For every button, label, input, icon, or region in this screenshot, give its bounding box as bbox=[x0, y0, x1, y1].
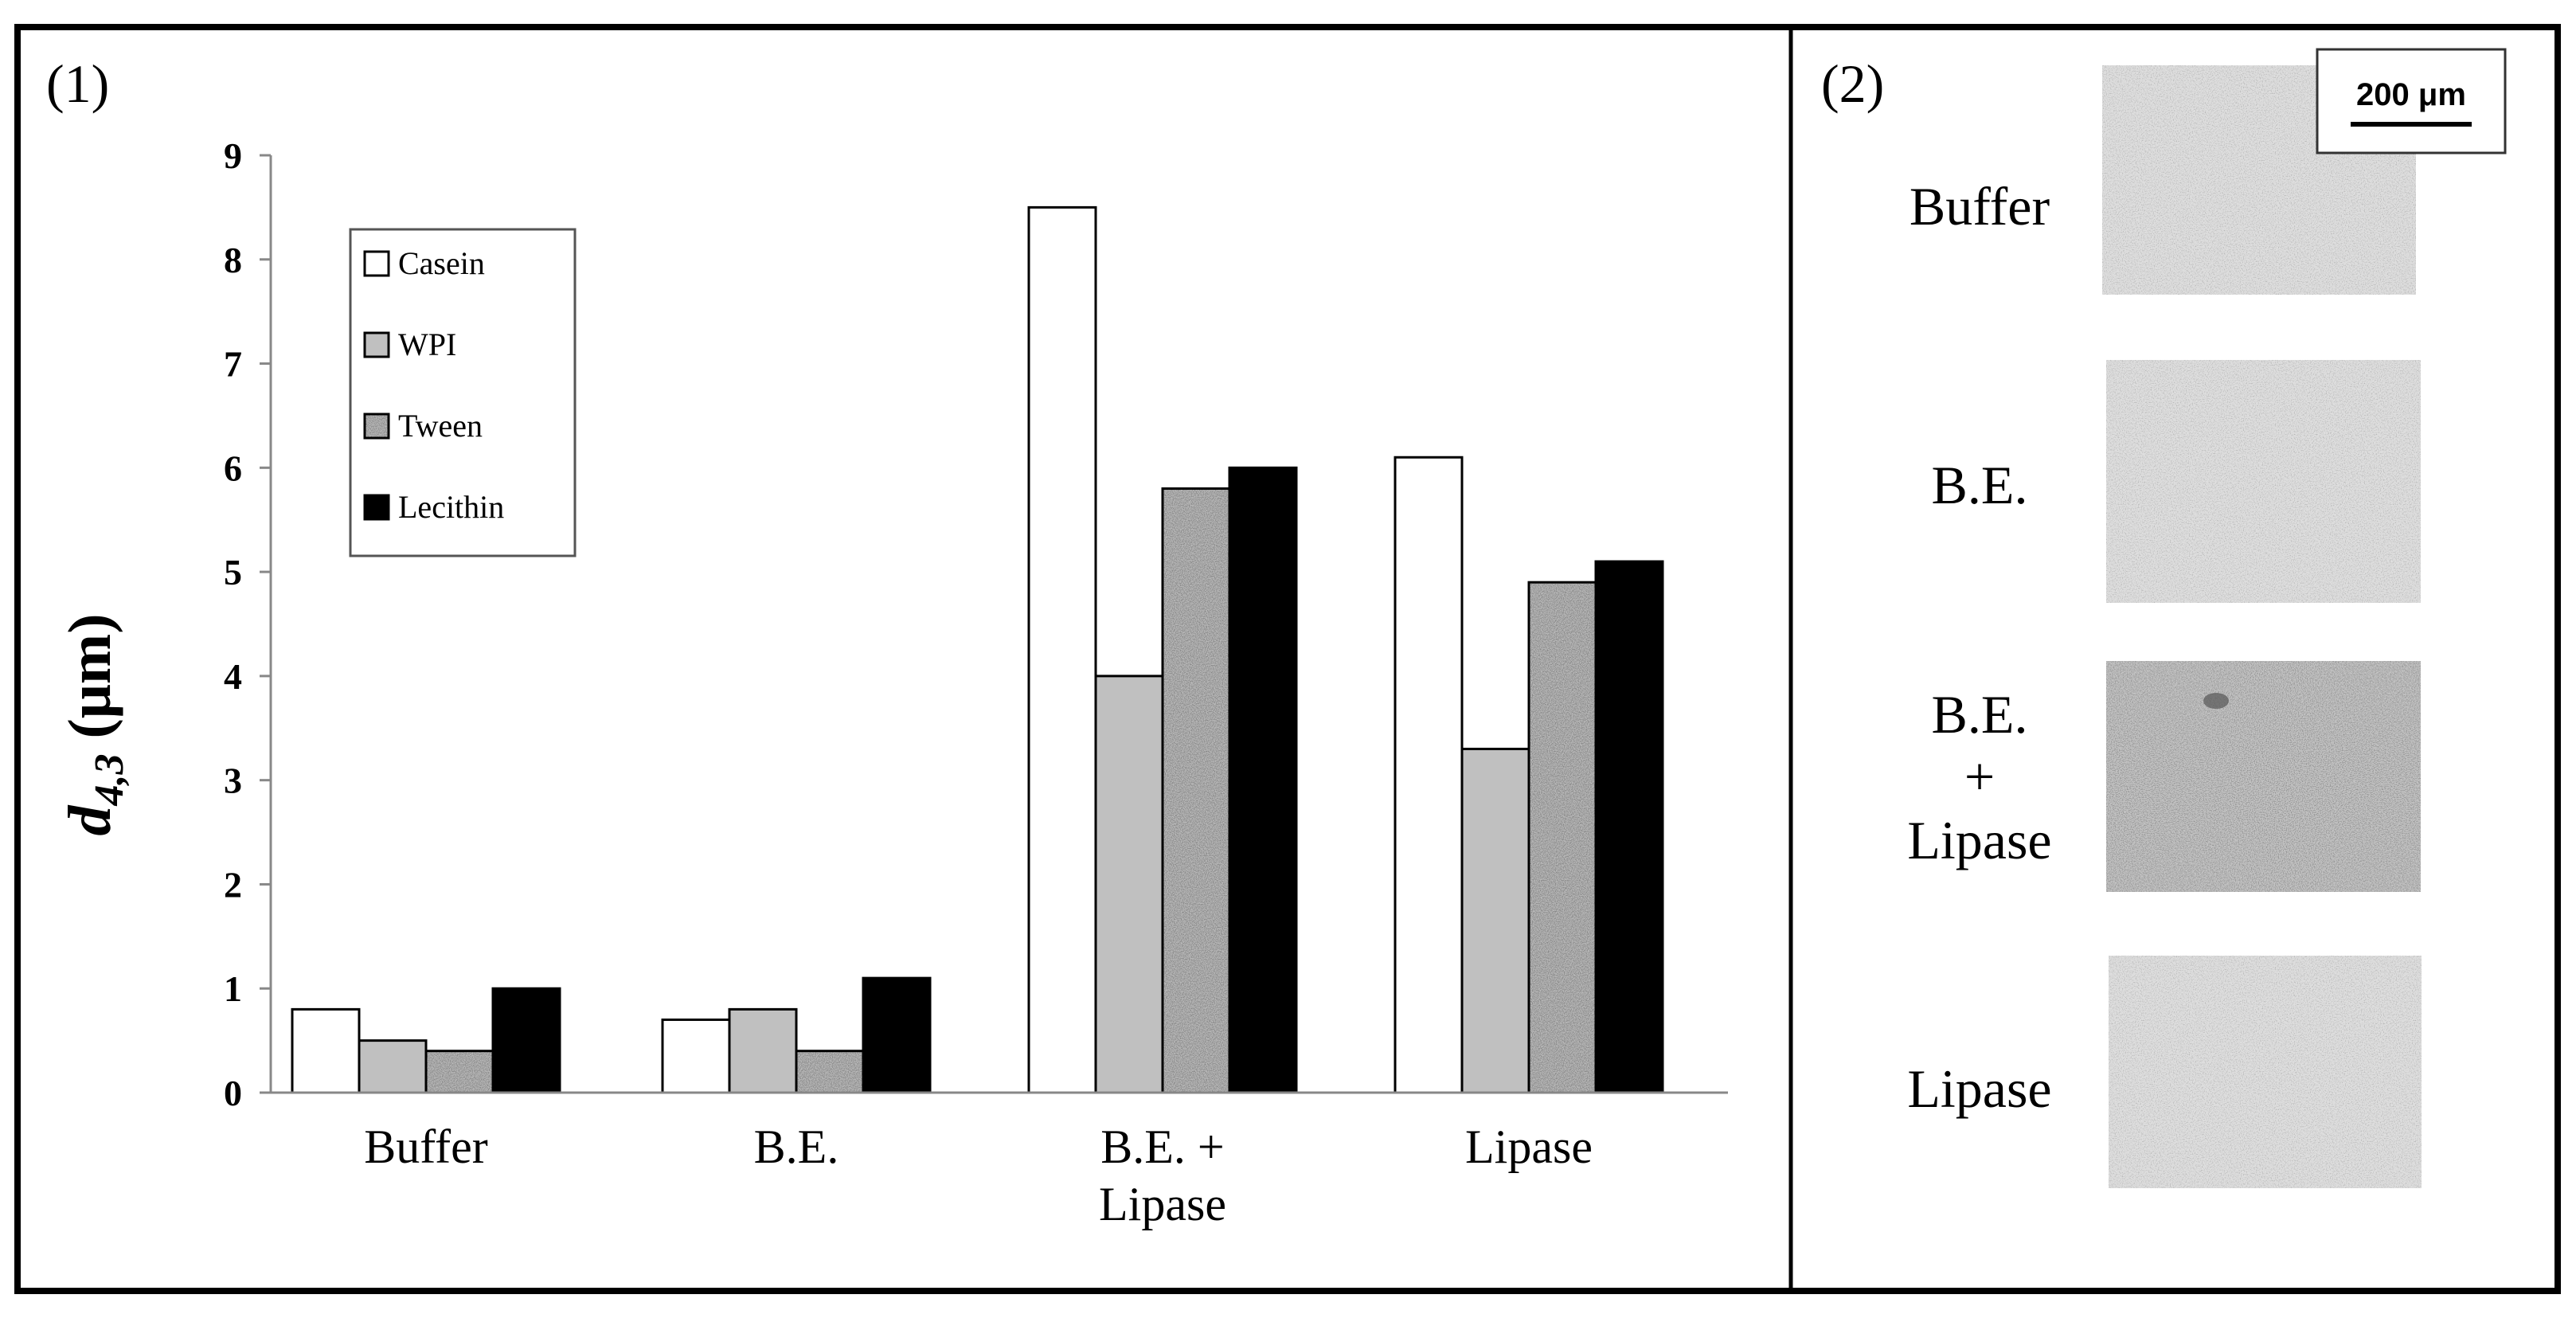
scale-bar-box bbox=[2316, 48, 2507, 154]
y-axis-ticks: 0 1 2 3 4 5 6 7 8 9 bbox=[224, 135, 271, 1113]
bars bbox=[291, 205, 1664, 1094]
legend-swatch-tween bbox=[363, 413, 390, 440]
legend-label-wpi: WPI bbox=[398, 327, 456, 362]
legend-swatch-lecithin bbox=[363, 494, 390, 521]
x-category-label: Lipase bbox=[1465, 1120, 1593, 1173]
legend-label-lecithin: Lecithin bbox=[398, 489, 504, 525]
y-tick-label: 0 bbox=[224, 1073, 242, 1113]
y-tick-label: 5 bbox=[224, 552, 242, 593]
micrograph-dark-spot bbox=[2203, 693, 2229, 709]
micrograph-label: Buffer bbox=[1910, 176, 2050, 237]
bar-tween-2 bbox=[1161, 487, 1231, 1094]
y-axis-title-main: d bbox=[57, 805, 123, 836]
micrograph-label: Lipase bbox=[1907, 1058, 2051, 1119]
legend-swatch-casein bbox=[363, 250, 390, 277]
x-category-label: B.E. bbox=[754, 1120, 839, 1173]
bar-wpi-2 bbox=[1094, 675, 1164, 1094]
y-axis-title: d4,3 (μm) bbox=[57, 613, 132, 835]
micrograph-label: + bbox=[1964, 746, 1995, 807]
micrograph-label: Lipase bbox=[1907, 810, 2051, 870]
bar-wpi-1 bbox=[728, 1007, 798, 1094]
micrograph-be bbox=[2106, 360, 2421, 603]
micrograph-be-lipase bbox=[2106, 661, 2421, 892]
bar-lecithin-1 bbox=[862, 976, 932, 1094]
bar-tween-0 bbox=[424, 1050, 494, 1094]
micrograph-label: B.E. bbox=[1932, 684, 2028, 745]
legend-swatch-wpi bbox=[363, 331, 390, 358]
y-tick-label: 8 bbox=[224, 240, 242, 280]
micrograph-label: B.E. bbox=[1932, 455, 2028, 515]
bar-tween-3 bbox=[1527, 581, 1597, 1094]
bar-tween-1 bbox=[795, 1050, 865, 1094]
y-tick-label: 3 bbox=[224, 761, 242, 801]
bar-casein-3 bbox=[1394, 456, 1464, 1094]
y-tick-label: 1 bbox=[224, 968, 242, 1009]
bar-wpi-3 bbox=[1460, 747, 1530, 1094]
panel-2-label: (2) bbox=[1821, 53, 1884, 114]
y-axis-title-subscript: 4,3 bbox=[87, 754, 132, 807]
y-tick-label: 7 bbox=[224, 344, 242, 385]
bar-casein-2 bbox=[1027, 205, 1097, 1094]
micrograph-lipase bbox=[2109, 956, 2422, 1188]
panel-1-label: (1) bbox=[46, 53, 109, 114]
y-axis-title-unit: (μm) bbox=[57, 613, 123, 738]
x-category-label: B.E. + bbox=[1100, 1120, 1225, 1173]
legend-label-tween: Tween bbox=[398, 408, 483, 444]
y-tick-label: 4 bbox=[224, 656, 242, 697]
scale-bar-label: 200 μm bbox=[2356, 77, 2466, 112]
bar-casein-0 bbox=[291, 1007, 361, 1094]
y-tick-label: 6 bbox=[224, 448, 242, 488]
bar-lecithin-0 bbox=[491, 987, 561, 1094]
y-tick-label: 2 bbox=[224, 864, 242, 905]
bar-lecithin-2 bbox=[1228, 466, 1298, 1094]
bar-wpi-0 bbox=[358, 1039, 428, 1094]
legend-swatch-outline bbox=[363, 413, 390, 440]
bar-lecithin-3 bbox=[1594, 560, 1664, 1094]
legend: Casein WPI Tween Lecithin bbox=[349, 228, 577, 557]
x-category-label: Buffer bbox=[364, 1120, 488, 1173]
y-tick-label: 9 bbox=[224, 135, 242, 176]
x-category-label: Lipase bbox=[1099, 1178, 1226, 1230]
legend-label-casein: Casein bbox=[398, 245, 485, 281]
bar-casein-1 bbox=[661, 1018, 731, 1094]
